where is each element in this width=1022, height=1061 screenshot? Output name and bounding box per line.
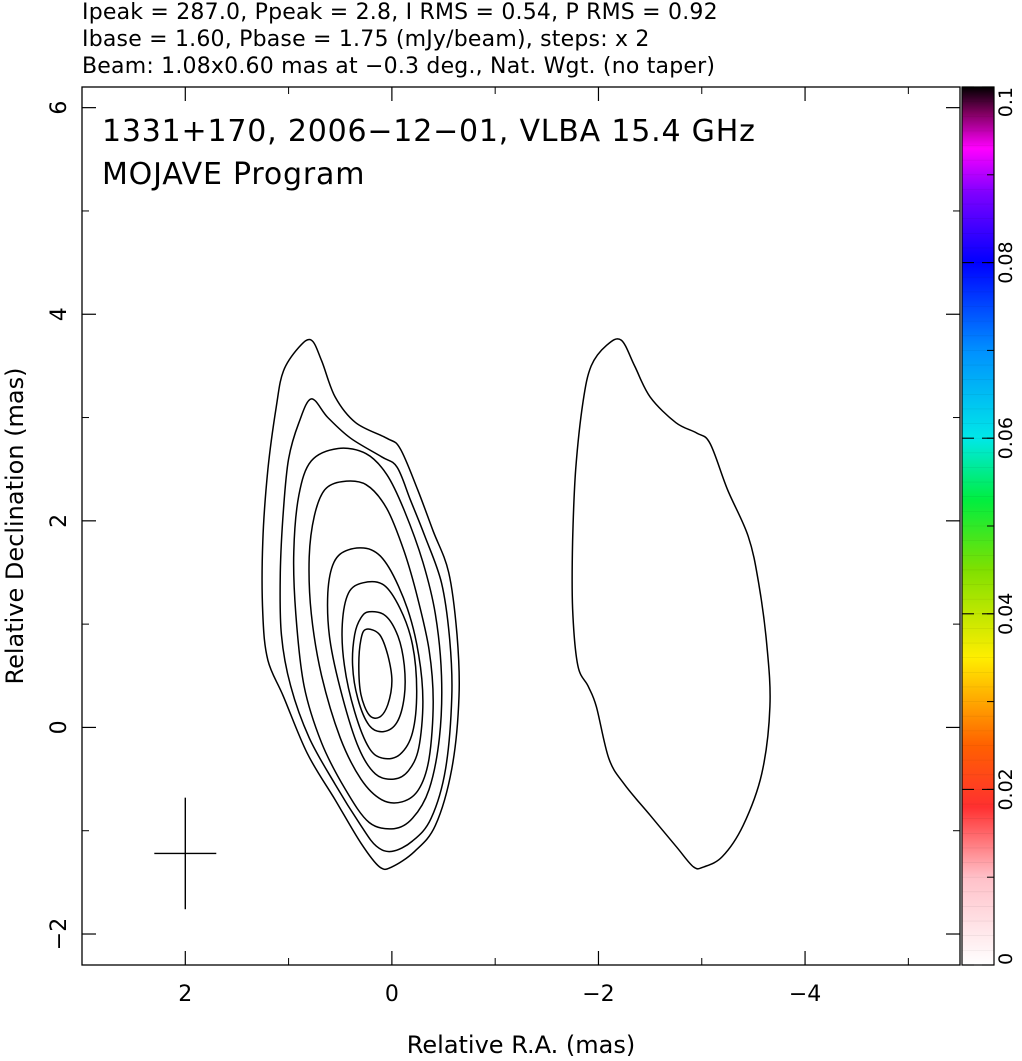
beam-cross	[154, 797, 217, 910]
colorbar-tick-label: 0.04	[995, 593, 1017, 635]
colorbar-tick-label: 0.02	[995, 768, 1017, 810]
plot-area: 2 0 −2 −4 −2 0 2 4 6 1331+170, 2006−12−01, VLBA …	[47, 86, 961, 1007]
x-tick-label: 2	[178, 982, 192, 1007]
colorbar-tick-label: 0.08	[995, 241, 1017, 283]
colorbar-tick-label: 0.1	[995, 87, 1017, 117]
y-axis-title: Relative Declination (mas)	[1, 367, 29, 684]
x-axis-title: Relative R.A. (mas)	[407, 1031, 635, 1059]
x-tick-label: 0	[385, 982, 399, 1007]
y-tick-label: 6	[47, 101, 72, 115]
chart-title-line-1: 1331+170, 2006−12−01, VLBA 15.4 GHz	[102, 114, 756, 149]
colorbar-tick-label: 0.06	[995, 417, 1017, 459]
header-line-1: Ipeak = 287.0, Ppeak = 2.8, I RMS = 0.54…	[82, 0, 718, 25]
x-tick-label: −2	[582, 982, 614, 1007]
y-tick-label: −2	[47, 918, 72, 950]
y-tick-label: 0	[47, 720, 72, 734]
header-line-2: Ibase = 1.60, Pbase = 1.75 (mJy/beam), s…	[82, 27, 650, 52]
x-tick-label: −4	[789, 982, 821, 1007]
total-intensity-contour	[341, 580, 418, 760]
y-tick-label: 2	[47, 514, 72, 528]
polarization-contour	[571, 338, 771, 870]
total-intensity-contour	[279, 398, 453, 853]
total-intensity-contour	[292, 447, 443, 830]
colorbar-ticks: 0 0.02 0.04 0.06 0.08 0.1	[962, 86, 1017, 966]
plot-frame	[81, 86, 961, 966]
total-intensity-contour	[261, 338, 461, 871]
chart-title-line-2: MOJAVE Program	[102, 157, 365, 192]
y-tick-label: 4	[47, 307, 72, 321]
total-intensity-contour	[358, 628, 393, 719]
contour-group	[261, 338, 771, 871]
colorbar-tick-label: 0	[995, 953, 1017, 965]
colorbar: 0 0.02 0.04 0.06 0.08 0.1	[961, 86, 1017, 966]
total-intensity-contour	[326, 547, 424, 780]
total-intensity-contour	[351, 610, 406, 733]
axis-ticks: 2 0 −2 −4 −2 0 2 4 6	[47, 87, 960, 1007]
header-line-3: Beam: 1.08x0.60 mas at −0.3 deg., Nat. W…	[82, 54, 715, 79]
total-intensity-contour	[308, 480, 434, 804]
